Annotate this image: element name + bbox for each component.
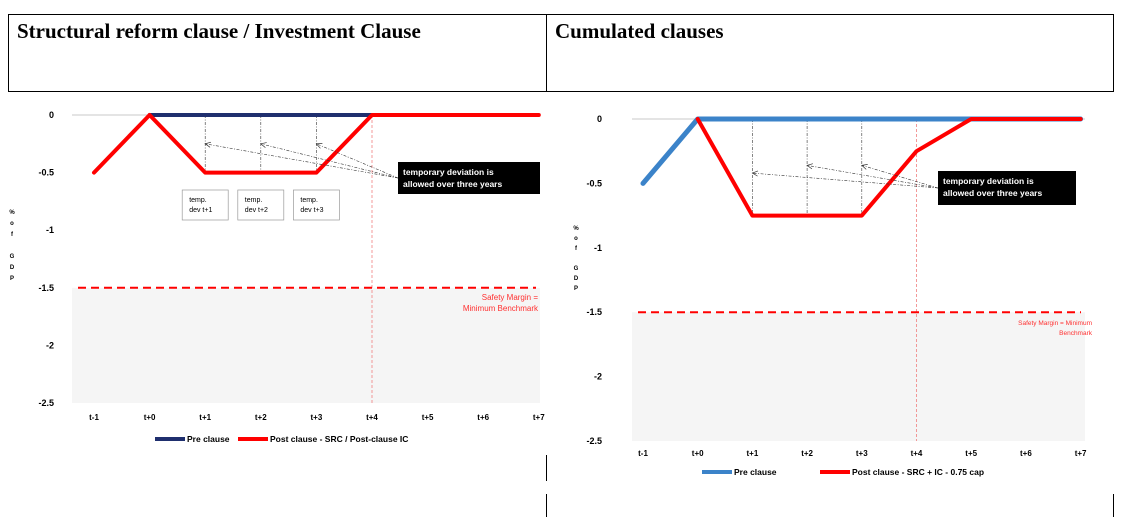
callout-text: temporary deviation is: [403, 167, 494, 177]
callout-arrowhead: [315, 143, 323, 149]
y-tick-label: -2: [46, 340, 54, 350]
x-tick-label: t+0: [692, 449, 704, 458]
x-tick-label: t+0: [144, 413, 156, 422]
y-axis-title-glyph: G: [574, 266, 579, 272]
y-tick-label: -0.5: [586, 178, 602, 188]
callout-arrow: [205, 143, 399, 179]
temp-dev-label: dev t+1: [189, 207, 212, 214]
safety-margin-label: Minimum Benchmark: [463, 304, 539, 313]
callout-arrowhead: [751, 170, 759, 177]
callout-box: [938, 171, 1076, 205]
x-tick-label: t-1: [638, 449, 648, 458]
series-line-post-clause: [92, 113, 541, 175]
callout-arrowhead: [260, 142, 267, 148]
y-tick-label: -1.5: [586, 307, 602, 317]
callout-arrow: [260, 143, 399, 179]
temp-dev-label: dev t+3: [300, 207, 323, 214]
x-tick-label: t+2: [255, 413, 267, 422]
y-tick-label: -2.5: [38, 398, 54, 408]
right-column-title: Cumulated clauses: [555, 19, 724, 43]
temp-dev-box: [293, 189, 340, 221]
x-tick-label: t+3: [856, 449, 868, 458]
temp-dev-label: dev t+2: [245, 207, 268, 214]
y-axis-title-glyph: D: [574, 276, 579, 282]
x-tick-label: t+7: [1075, 449, 1087, 458]
y-axis-title-glyph: %: [9, 210, 15, 216]
callout-text: temporary deviation is: [943, 176, 1034, 186]
series-line-post-clause: [695, 117, 1083, 218]
callout-arrow: [316, 143, 399, 179]
safety-margin-label: Safety Margin =: [482, 293, 539, 302]
y-axis-title-glyph: f: [575, 246, 578, 252]
x-tick-label: t+4: [366, 413, 378, 422]
callout-arrowhead: [806, 163, 813, 170]
x-tick-label: t+2: [801, 449, 813, 458]
y-tick-label: -2: [594, 372, 602, 382]
temp-dev-box: [181, 189, 229, 221]
y-tick-label: -0.5: [38, 168, 54, 178]
x-tick-label: t+1: [199, 413, 211, 422]
y-axis-title-glyph: D: [10, 265, 15, 271]
y-axis-title-glyph: G: [10, 254, 15, 260]
y-axis-title-glyph: %: [573, 226, 579, 232]
x-tick-label: t-1: [89, 413, 99, 422]
callout-box: [398, 162, 540, 194]
y-tick-label: 0: [597, 114, 602, 124]
y-tick-label: -1.5: [38, 283, 54, 293]
callout-arrowhead: [861, 164, 868, 170]
y-tick-label: -1: [594, 243, 602, 253]
table-border-fragment: [546, 455, 547, 481]
callout-text: allowed over three years: [403, 179, 502, 189]
legend-label-post-clause: Post clause - SRC / Post-clause IC: [270, 434, 408, 444]
callout-text: allowed over three years: [943, 188, 1042, 198]
x-tick-label: t+6: [1020, 449, 1032, 458]
callout-arrow: [807, 165, 939, 189]
table-border-fragment: [546, 494, 547, 517]
safety-zone-shading: [632, 312, 1085, 441]
callout-arrow: [752, 172, 939, 189]
x-tick-label: t+7: [533, 413, 545, 422]
x-tick-label: t+5: [965, 449, 977, 458]
safety-zone-shading: [72, 287, 540, 403]
callout-arrow: [861, 165, 939, 189]
callout-arrowhead: [204, 141, 212, 148]
temp-dev-label: temp.: [189, 197, 207, 204]
x-tick-label: t+5: [422, 413, 434, 422]
y-tick-label: -2.5: [586, 436, 602, 446]
safety-margin-label: Safety Margin = Minimum: [1018, 320, 1092, 327]
y-axis-title-glyph: P: [10, 276, 14, 282]
temp-dev-box: [237, 189, 285, 221]
left-column-title: Structural reform clause / Investment Cl…: [9, 15, 547, 91]
x-tick-label: t+3: [311, 413, 323, 422]
y-axis-title-glyph: P: [574, 286, 578, 292]
y-tick-label: 0: [49, 110, 54, 120]
x-tick-label: t+1: [747, 449, 759, 458]
y-axis-title-glyph: o: [10, 221, 14, 227]
y-tick-label: -1: [46, 225, 54, 235]
y-axis-title-glyph: o: [574, 236, 578, 242]
safety-margin-label: Benchmark: [1059, 330, 1093, 337]
legend-label-pre-clause: Pre clause: [734, 467, 777, 477]
y-axis-title-glyph: f: [11, 232, 14, 238]
header-table: Structural reform clause / Investment Cl…: [8, 14, 1114, 92]
legend-label-post-clause: Post clause - SRC + IC - 0.75 cap: [852, 467, 984, 477]
x-tick-label: t+6: [477, 413, 489, 422]
table-border-fragment: [1113, 494, 1114, 517]
temp-dev-label: temp.: [300, 197, 318, 204]
temp-dev-label: temp.: [245, 197, 263, 204]
x-tick-label: t+4: [911, 449, 923, 458]
legend-label-pre-clause: Pre clause: [187, 434, 230, 444]
